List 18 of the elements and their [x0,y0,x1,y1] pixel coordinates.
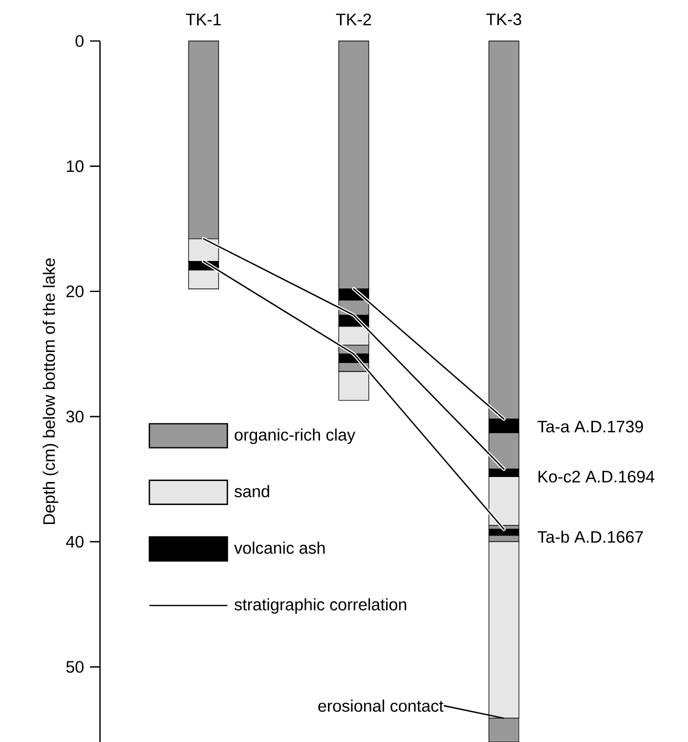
y-tick-label: 30 [66,410,84,422]
annotation: Ta-a A.D.1739 [538,420,643,432]
y-tick-label: 40 [66,536,84,548]
x-tick-label: TK-1 [186,14,221,26]
legend-label: volcanic ash [234,542,325,554]
legend-label: stratigraphic correlation [234,598,406,614]
y-axis-title: Depth (cm) below bottom of the lake [42,258,58,524]
y-tick-label: 50 [66,661,84,673]
x-tick-label: TK-2 [336,14,371,26]
legend-label: organic-rich clay [234,428,356,444]
y-tick-label: 20 [66,285,84,298]
annotation: Ko-c2 A.D.1694 [538,470,654,483]
annotation: Ta-b A.D.1667 [538,530,643,543]
y-tick-label: 10 [66,160,84,172]
x-tick-label: TK-3 [486,13,522,26]
annotation: erosional contact [318,700,444,712]
y-tick-label: 0 [76,35,84,47]
legend-label: sand [234,485,270,498]
